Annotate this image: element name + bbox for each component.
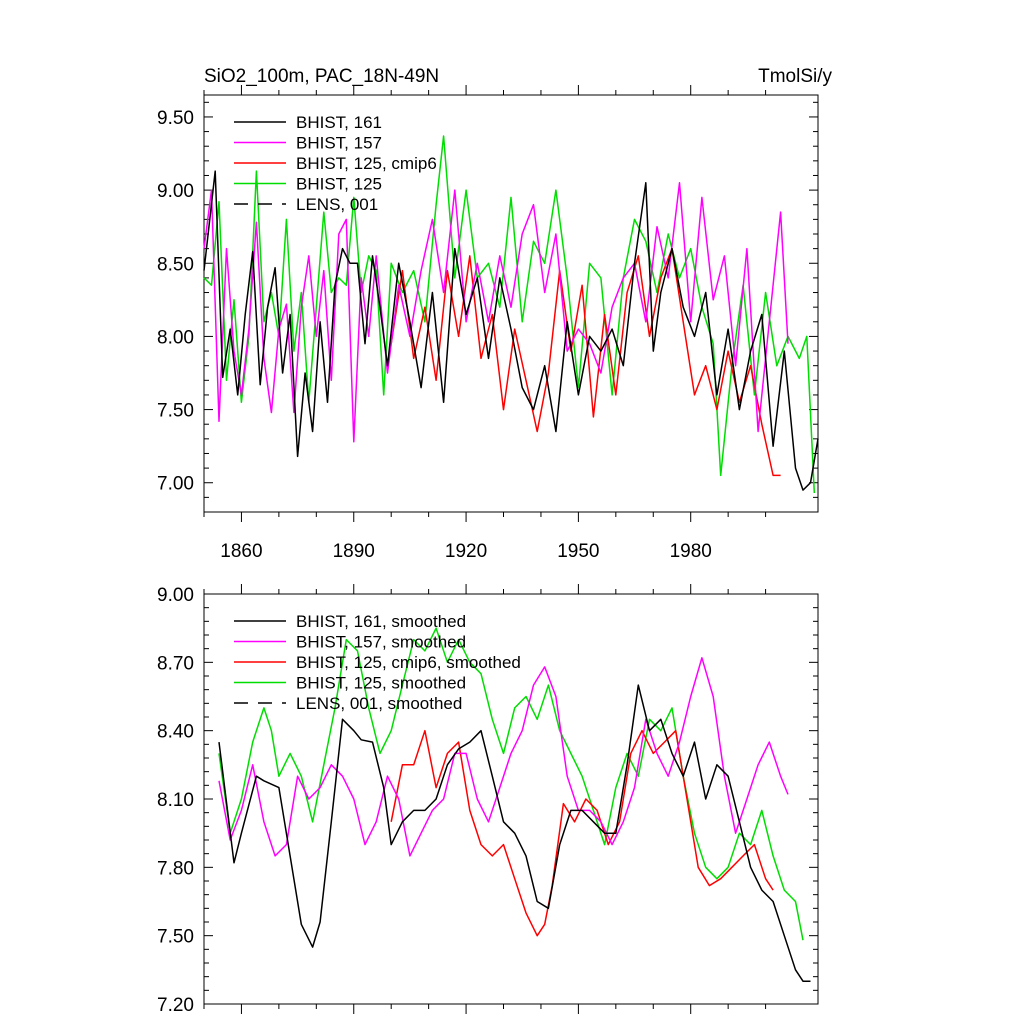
legend-label: LENS, 001, smoothed — [296, 694, 462, 713]
legend-label: BHIST, 161, smoothed — [296, 612, 466, 631]
y-tick-label: 9.50 — [157, 108, 194, 129]
y-tick-label: 8.10 — [157, 790, 194, 811]
y-tick-label: 8.50 — [157, 254, 194, 275]
x-tick-label: 1980 — [670, 541, 712, 562]
y-tick-label: 8.00 — [157, 327, 194, 348]
legend-label: BHIST, 125 — [296, 175, 382, 194]
y-tick-label: 8.70 — [157, 653, 194, 674]
legend-label: BHIST, 157, smoothed — [296, 633, 466, 652]
top-chart: 7.00 7.50 8.00 8.50 9.00 9.50 1860 1890 1920 1950… — [157, 85, 819, 562]
series-line — [390, 247, 781, 477]
x-tick-label: 1950 — [557, 541, 599, 562]
x-tick-label: 1920 — [445, 541, 487, 562]
top-chart-title: SiO2_100m, PAC_18N-49N — [204, 66, 439, 87]
series-line — [218, 657, 789, 857]
y-tick-label: 7.50 — [157, 927, 194, 948]
legend-label: BHIST, 157 — [296, 134, 382, 153]
legend-label: BHIST, 161 — [296, 113, 382, 132]
y-tick-label: 9.00 — [157, 181, 194, 202]
legend-label: BHIST, 125, cmip6 — [296, 154, 437, 173]
top-plot-frame — [203, 94, 819, 513]
y-tick-label: 7.20 — [157, 995, 194, 1016]
series-line — [203, 135, 816, 494]
legend-label: LENS, 001 — [296, 195, 378, 214]
top-chart-units: TmolSi/y — [758, 66, 832, 87]
y-tick-label: 7.80 — [157, 858, 194, 879]
x-tick-label: 1860 — [220, 541, 262, 562]
y-tick-label: 7.50 — [157, 401, 194, 422]
legend-label: BHIST, 125, cmip6, smoothed — [296, 653, 521, 672]
x-tick-label: 1890 — [333, 541, 375, 562]
series-line — [203, 170, 819, 491]
bottom-chart: 7.20 7.50 7.80 8.10 8.40 8.70 9.00 BHIST, 161, … — [157, 584, 818, 1016]
legend-label: BHIST, 125, smoothed — [296, 674, 466, 693]
y-tick-label: 9.00 — [157, 585, 194, 606]
y-tick-label: 7.00 — [157, 474, 194, 495]
series-line — [218, 684, 811, 982]
series-line — [218, 627, 804, 941]
y-tick-label: 8.40 — [157, 722, 194, 743]
